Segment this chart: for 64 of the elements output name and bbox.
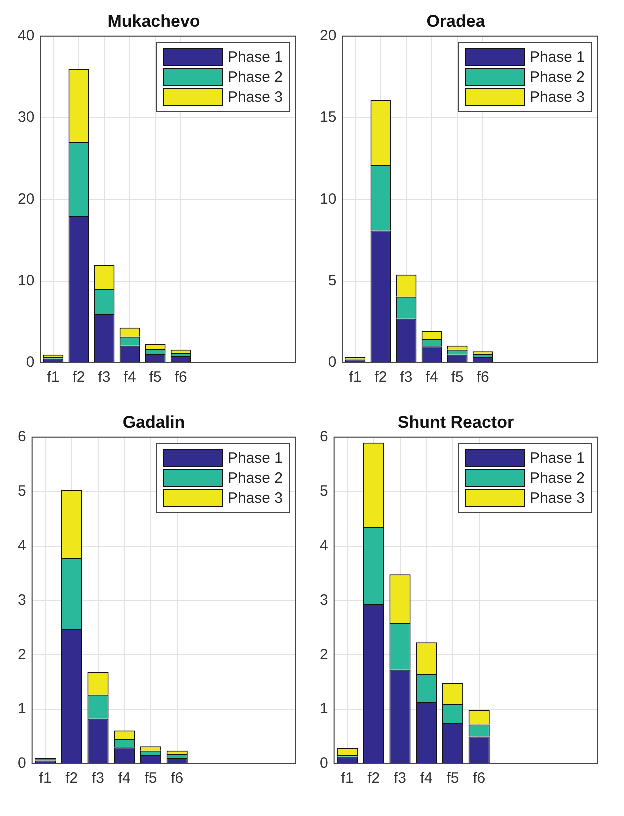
x-tick-label: f4 bbox=[420, 770, 433, 788]
legend-label: Phase 3 bbox=[530, 88, 585, 106]
y-tick-label: 20 bbox=[18, 190, 35, 208]
x-tick-label: f4 bbox=[124, 369, 136, 386]
legend-label: Phase 2 bbox=[530, 470, 585, 487]
y-tick-label: 5 bbox=[320, 482, 328, 500]
x-tick-label: f5 bbox=[446, 770, 460, 788]
legend-label: Phase 3 bbox=[228, 88, 283, 106]
y-tick-label: 4 bbox=[320, 537, 328, 554]
y-tick-label: 0 bbox=[26, 354, 35, 372]
x-tick-label: f3 bbox=[394, 770, 407, 788]
y-tick-label: 3 bbox=[18, 592, 26, 609]
y-tick-label: 10 bbox=[320, 190, 337, 208]
x-tick-label: f6 bbox=[174, 369, 188, 386]
legend-label: Phase 1 bbox=[228, 48, 283, 66]
x-tick-label: f6 bbox=[473, 770, 486, 788]
y-tick-label: 40 bbox=[18, 28, 35, 45]
chart-title: Mukachevo bbox=[108, 12, 200, 31]
y-tick-label: 0 bbox=[320, 755, 328, 772]
y-tick-label: 5 bbox=[18, 482, 26, 500]
x-tick-label: f4 bbox=[118, 770, 131, 788]
legend-label: Phase 2 bbox=[228, 470, 283, 487]
legend-label: Phase 2 bbox=[228, 68, 283, 86]
y-tick-label: 2 bbox=[320, 646, 328, 664]
legend-label: Phase 1 bbox=[228, 450, 283, 467]
y-tick-label: 5 bbox=[328, 272, 337, 290]
legend-label: Phase 2 bbox=[530, 68, 585, 86]
x-tick-label: f2 bbox=[368, 770, 380, 788]
x-tick-label: f3 bbox=[400, 369, 413, 386]
legend-label: Phase 3 bbox=[228, 490, 283, 507]
legend-label: Phase 3 bbox=[530, 490, 585, 507]
y-tick-label: 1 bbox=[320, 700, 328, 718]
y-tick-label: 4 bbox=[18, 537, 26, 554]
x-tick-label: f5 bbox=[149, 369, 162, 386]
chart-title: Oradea bbox=[426, 12, 486, 31]
y-tick-label: 20 bbox=[320, 28, 337, 45]
y-tick-label: 15 bbox=[320, 109, 337, 126]
x-tick-label: f3 bbox=[98, 369, 111, 386]
x-tick-label: f1 bbox=[39, 770, 52, 788]
y-tick-label: 6 bbox=[320, 428, 328, 446]
x-tick-label: f1 bbox=[341, 770, 354, 788]
y-tick-label: 10 bbox=[18, 272, 35, 290]
y-tick-label: 0 bbox=[18, 755, 26, 772]
y-tick-label: 0 bbox=[328, 354, 337, 372]
x-tick-label: f1 bbox=[349, 369, 362, 386]
y-tick-label: 2 bbox=[18, 646, 26, 664]
x-tick-label: f5 bbox=[144, 770, 158, 788]
legend-label: Phase 1 bbox=[530, 450, 585, 467]
x-tick-label: f6 bbox=[171, 770, 184, 788]
x-tick-label: f5 bbox=[451, 369, 464, 386]
x-tick-label: f2 bbox=[66, 770, 78, 788]
x-tick-label: f2 bbox=[374, 369, 388, 386]
y-tick-label: 3 bbox=[320, 592, 328, 609]
x-tick-label: f4 bbox=[426, 369, 438, 386]
y-tick-label: 1 bbox=[18, 700, 26, 718]
x-tick-label: f6 bbox=[476, 369, 490, 386]
chart-title: Shunt Reactor bbox=[398, 412, 514, 432]
y-tick-label: 30 bbox=[18, 109, 35, 126]
x-tick-label: f3 bbox=[92, 770, 105, 788]
chart-title: Gadalin bbox=[122, 412, 186, 432]
y-tick-label: 6 bbox=[18, 428, 26, 446]
x-tick-label: f2 bbox=[72, 369, 86, 386]
x-tick-label: f1 bbox=[47, 369, 60, 386]
legend-label: Phase 1 bbox=[530, 48, 585, 66]
